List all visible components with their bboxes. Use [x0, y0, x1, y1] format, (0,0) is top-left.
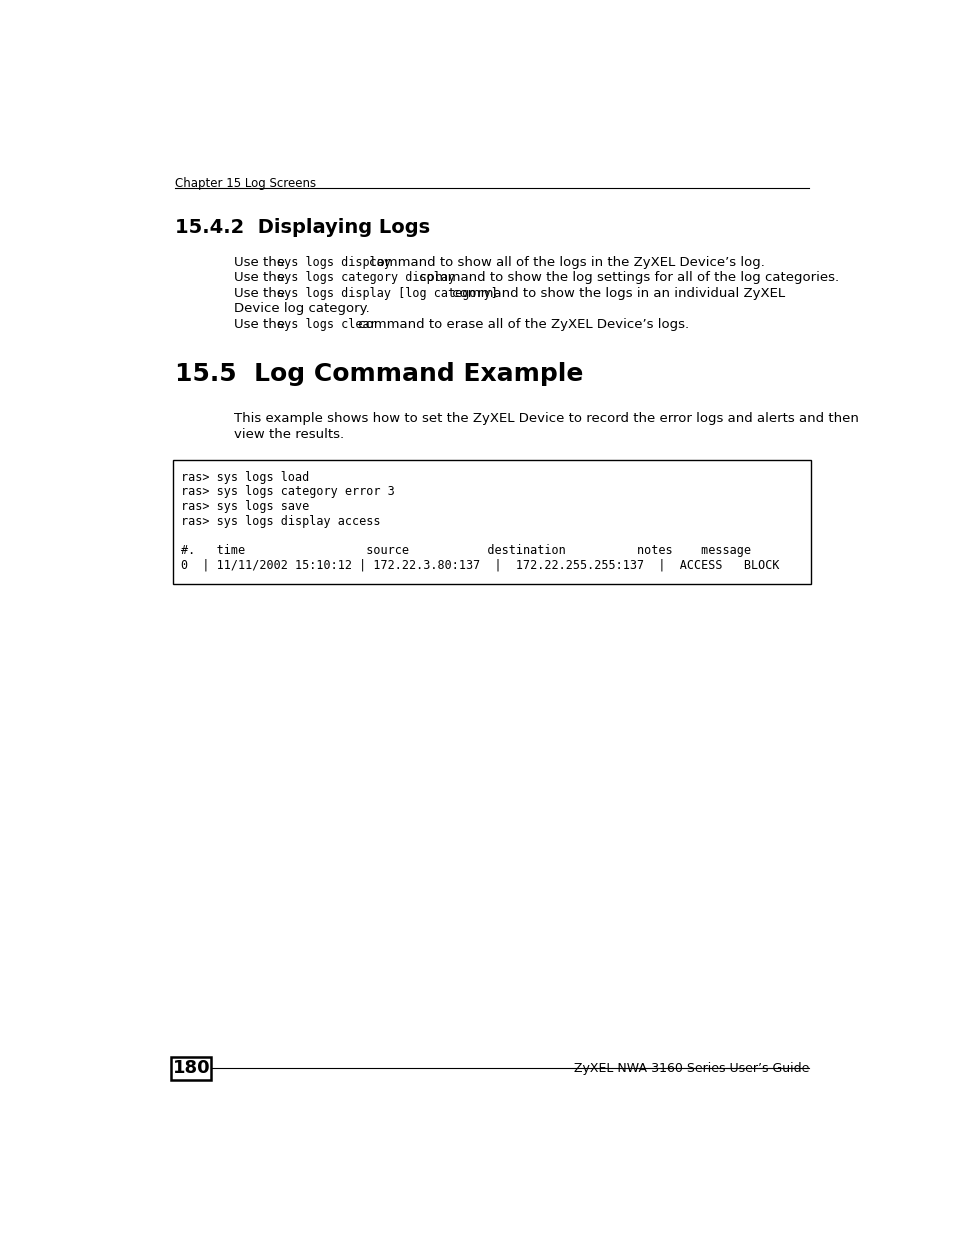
Text: Use the: Use the	[233, 272, 289, 284]
Text: Device log category.: Device log category.	[233, 303, 370, 315]
Text: command to show the logs in an individual ZyXEL: command to show the logs in an individua…	[448, 287, 784, 300]
FancyBboxPatch shape	[173, 461, 810, 584]
Text: 0  | 11/11/2002 15:10:12 | 172.22.3.80:137  |  172.22.255.255:137  |  ACCESS   B: 0 | 11/11/2002 15:10:12 | 172.22.3.80:13…	[181, 558, 779, 572]
Text: sys logs clear: sys logs clear	[276, 317, 376, 331]
Text: ras> sys logs load: ras> sys logs load	[181, 471, 309, 484]
Text: 180: 180	[172, 1060, 210, 1077]
Text: view the results.: view the results.	[233, 427, 344, 441]
Text: command to show the log settings for all of the log categories.: command to show the log settings for all…	[415, 272, 838, 284]
FancyBboxPatch shape	[171, 1057, 212, 1079]
Text: Use the: Use the	[233, 256, 289, 269]
Text: ras> sys logs display access: ras> sys logs display access	[181, 515, 380, 527]
Text: 15.4.2  Displaying Logs: 15.4.2 Displaying Logs	[174, 217, 430, 236]
Text: This example shows how to set the ZyXEL Device to record the error logs and aler: This example shows how to set the ZyXEL …	[233, 412, 858, 425]
Text: Use the: Use the	[233, 317, 289, 331]
Text: #.   time                 source           destination          notes    message: #. time source destination notes message	[181, 543, 750, 557]
Text: Chapter 15 Log Screens: Chapter 15 Log Screens	[174, 178, 315, 190]
Text: sys logs category display: sys logs category display	[276, 272, 455, 284]
Text: sys logs display: sys logs display	[276, 256, 391, 269]
Text: ras> sys logs save: ras> sys logs save	[181, 500, 309, 513]
Text: command to show all of the logs in the ZyXEL Device’s log.: command to show all of the logs in the Z…	[365, 256, 764, 269]
Text: ZyXEL NWA-3160 Series User’s Guide: ZyXEL NWA-3160 Series User’s Guide	[573, 1062, 808, 1074]
Text: ras> sys logs category error 3: ras> sys logs category error 3	[181, 485, 395, 499]
Text: 15.5  Log Command Example: 15.5 Log Command Example	[174, 362, 583, 387]
Text: Use the: Use the	[233, 287, 289, 300]
Text: sys logs display [log category]: sys logs display [log category]	[276, 287, 497, 300]
Text: command to erase all of the ZyXEL Device’s logs.: command to erase all of the ZyXEL Device…	[354, 317, 688, 331]
